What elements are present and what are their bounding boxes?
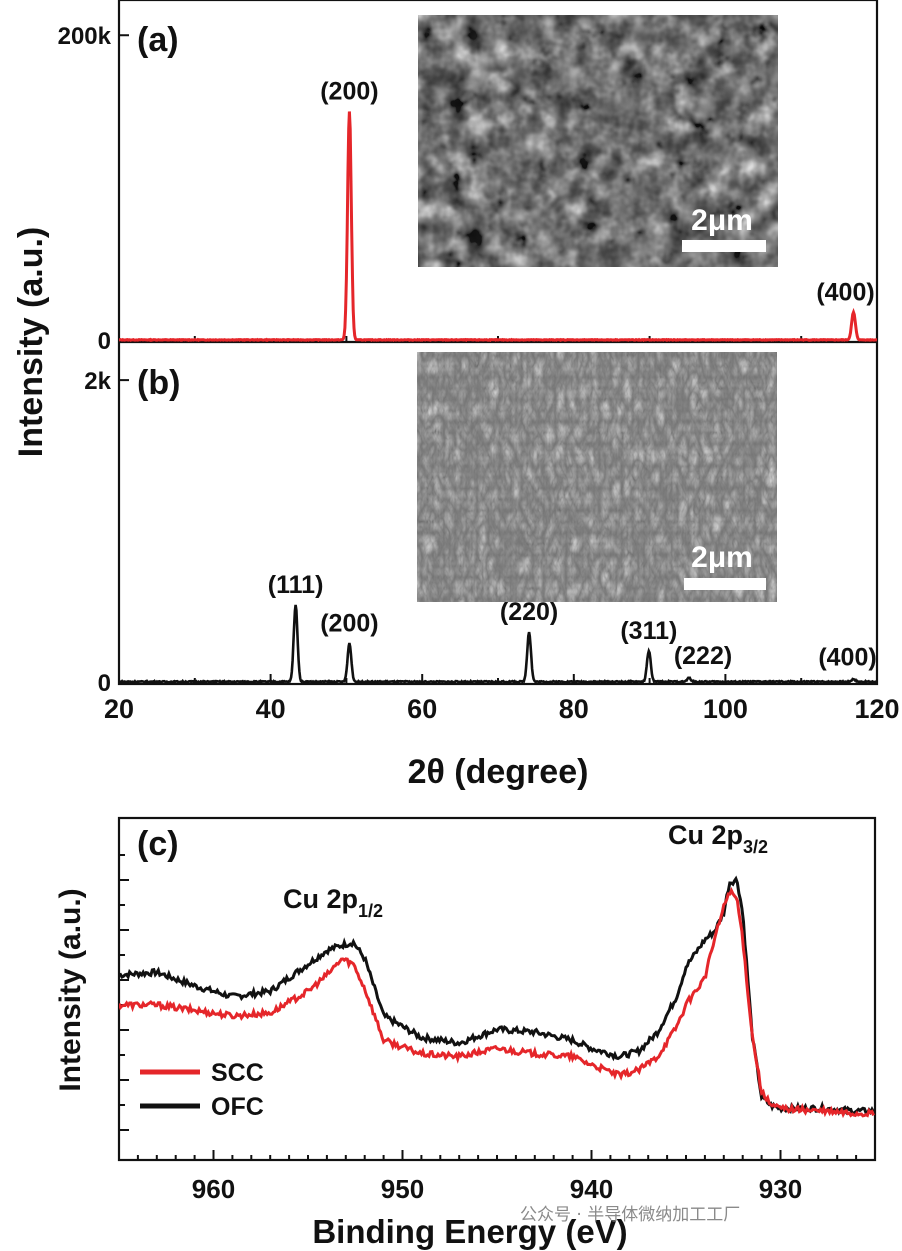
y-tick-label-b-0: 0 xyxy=(98,670,111,697)
y-tick-label-b-2k: 2k xyxy=(84,368,111,395)
peak-label-b-1: (200) xyxy=(320,610,378,638)
annotation-1: Cu 2p3/2 xyxy=(668,820,768,857)
peak-label-b-2: (220) xyxy=(500,598,558,626)
peak-label-b-0: (111) xyxy=(268,571,324,599)
peak-label-b-4: (222) xyxy=(674,642,732,670)
y-tick-label-a-0: 0 xyxy=(98,328,111,355)
inset-a-scale-bar-label: 2μm xyxy=(691,204,753,237)
x-tick-label-120: 120 xyxy=(854,694,899,724)
x-tick-label-80: 80 xyxy=(559,694,589,724)
plot-c xyxy=(119,875,875,1119)
watermark: 公众号 · 半导体微纳加工工厂 xyxy=(520,1205,741,1225)
x-tick-label-20: 20 xyxy=(104,694,134,724)
y-tick-label-a-200k: 200k xyxy=(58,23,112,50)
panel-b-label: (b) xyxy=(137,364,180,402)
peak-label-b-5: (400) xyxy=(818,643,876,671)
inset-a-sem-image: 2μm xyxy=(418,15,778,267)
c-x-tick-label-930: 930 xyxy=(759,1174,802,1204)
inset-b-scale-bar-label: 2μm xyxy=(691,541,753,574)
ab-ticks: 20 40 60 80 100 120 0 200k 0 2k xyxy=(58,23,900,724)
peak-label-a-1: (400) xyxy=(816,279,874,307)
inset-b-sem-image: 2μm xyxy=(417,352,777,602)
c-x-tick-label-940: 940 xyxy=(570,1174,613,1204)
series-line-a xyxy=(119,111,877,342)
annotation-0: Cu 2p1/2 xyxy=(283,884,383,921)
series-line-scc xyxy=(119,886,875,1119)
plot-b: (111) (200) (220) (311)(222) (400) xyxy=(119,571,877,684)
plot-a: (200) (400) xyxy=(119,77,877,342)
x-tick-label-100: 100 xyxy=(703,694,748,724)
panel-c-label: (c) xyxy=(137,825,179,863)
c-x-axis-label: Binding Energy (eV) xyxy=(312,1213,627,1250)
c-x-tick-label-950: 950 xyxy=(381,1174,424,1204)
c-legend: SCC OFC xyxy=(140,1059,264,1121)
series-line-b xyxy=(119,604,877,684)
legend-label-ofc: OFC xyxy=(211,1093,264,1121)
c-annotations: Cu 2p1/2 Cu 2p3/2 xyxy=(283,820,768,921)
ab-y-axis-label: Intensity (a.u.) xyxy=(12,227,50,457)
c-ticks: 960 950 940 930 xyxy=(118,854,876,1204)
legend-label-scc: SCC xyxy=(211,1059,264,1087)
c-y-axis-label: Intensity (a.u.) xyxy=(54,888,87,1091)
c-x-tick-label-960: 960 xyxy=(192,1174,235,1204)
x-tick-label-60: 60 xyxy=(407,694,437,724)
peak-label-b-3: (311) xyxy=(620,617,677,645)
peak-label-a-0: (200) xyxy=(320,77,378,105)
panel-a-label: (a) xyxy=(137,21,179,59)
x-tick-label-40: 40 xyxy=(256,694,286,724)
ab-x-axis-label: 2θ (degree) xyxy=(408,753,589,791)
